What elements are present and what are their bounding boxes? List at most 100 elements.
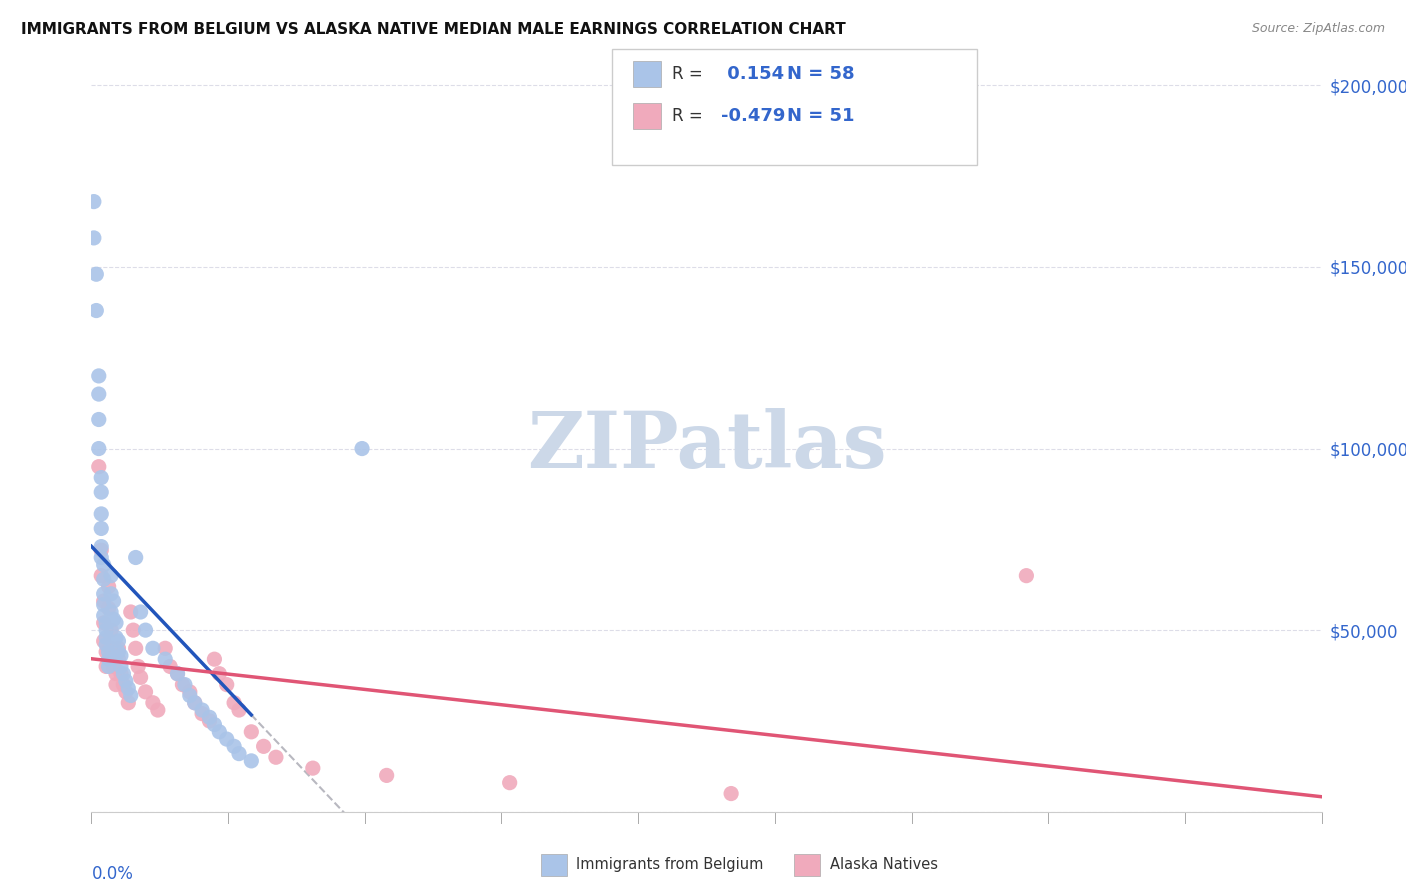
Point [120,689,142,703]
Point [124,641,146,656]
Point [107,634,129,648]
Point [215,732,238,747]
Point [110,648,132,663]
Point [129,670,152,684]
Point [215,678,238,692]
Point [127,659,149,673]
Point [87,442,110,456]
Point [97,652,120,666]
Point [107,641,129,656]
Point [110,659,132,673]
Point [228,703,250,717]
Point [191,706,214,721]
Text: N = 58: N = 58 [787,65,855,83]
Point [142,641,165,656]
Text: ZIPatlas: ZIPatlas [527,408,886,483]
Point [100,641,122,656]
Point [97,580,120,594]
Point [117,681,139,696]
Point [179,685,201,699]
Point [90,470,112,484]
Text: R =: R = [672,107,709,125]
Point [135,685,156,699]
Point [100,623,122,637]
Point [90,485,112,500]
Point [103,594,125,608]
Point [83,231,105,245]
Point [122,623,145,637]
Point [96,645,117,659]
Point [97,659,120,673]
Text: N = 51: N = 51 [787,107,855,125]
Point [159,659,181,673]
Point [90,550,112,565]
Point [90,507,112,521]
Point [96,631,117,645]
Point [183,696,207,710]
Point [93,608,115,623]
Point [83,194,105,209]
Point [208,666,231,681]
Point [96,615,117,630]
Point [90,568,112,582]
Text: -0.479: -0.479 [721,107,786,125]
Point [93,572,115,586]
Point [114,685,138,699]
Point [222,739,246,754]
Point [1015,568,1038,582]
Point [166,666,188,681]
Point [153,641,177,656]
Point [97,645,120,659]
Point [208,724,231,739]
Point [93,558,115,572]
Point [93,615,115,630]
Point [352,442,374,456]
Point [112,678,135,692]
Point [202,652,225,666]
Point [103,612,125,626]
Point [124,550,146,565]
Point [191,703,214,717]
Point [103,659,125,673]
Point [90,521,112,535]
Point [117,696,139,710]
Point [107,645,129,659]
Point [153,652,177,666]
Point [172,678,194,692]
Point [146,703,169,717]
Point [93,598,115,612]
Point [110,666,132,681]
Point [498,775,520,789]
Point [96,659,117,673]
Point [93,594,115,608]
Text: IMMIGRANTS FROM BELGIUM VS ALASKA NATIVE MEDIAN MALE EARNINGS CORRELATION CHART: IMMIGRANTS FROM BELGIUM VS ALASKA NATIVE… [21,22,846,37]
Point [90,540,112,554]
Point [103,648,125,663]
Point [97,601,120,615]
Text: 0.154: 0.154 [721,65,785,83]
Point [301,761,323,775]
Point [179,689,201,703]
Point [142,696,165,710]
Text: R =: R = [672,65,709,83]
Point [87,459,110,474]
Point [105,678,127,692]
Point [105,666,127,681]
Point [183,696,207,710]
Point [107,652,129,666]
Point [112,666,135,681]
Text: 0.0%: 0.0% [91,865,134,883]
Point [87,368,110,383]
Point [90,543,112,558]
Point [135,623,156,637]
Point [96,623,117,637]
Point [120,605,142,619]
Point [228,747,250,761]
Point [240,754,263,768]
Point [100,605,122,619]
Point [105,615,127,630]
Point [264,750,287,764]
Point [93,587,115,601]
Point [222,696,246,710]
Point [87,412,110,426]
